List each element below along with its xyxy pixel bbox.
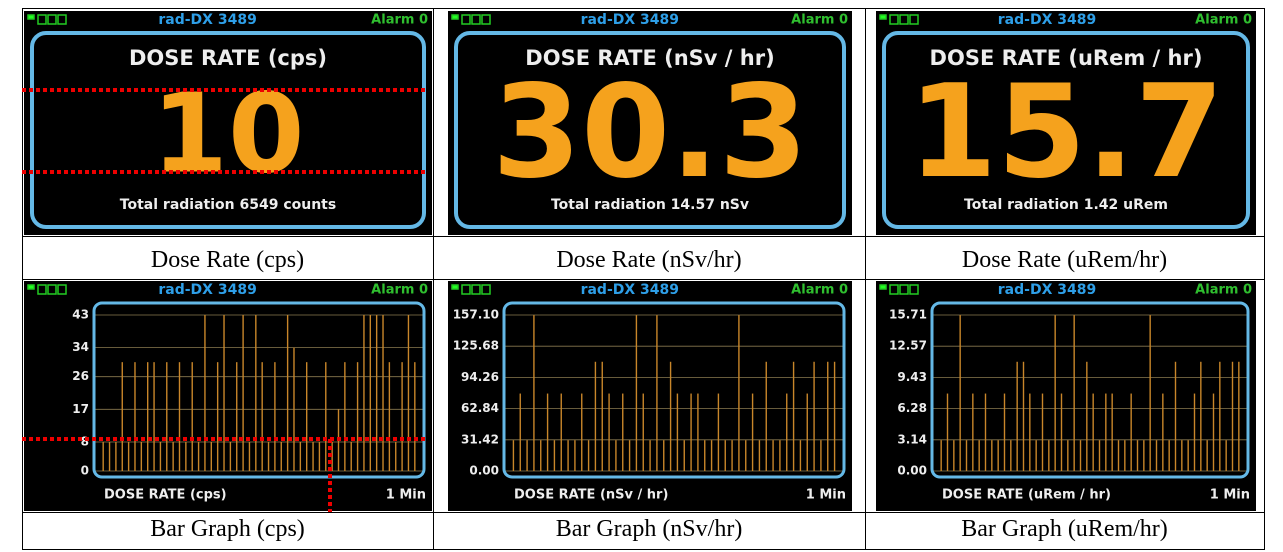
total-radiation: Total radiation 1.42 uRem (964, 197, 1168, 213)
device-name: rad-DX 3489 (581, 282, 679, 298)
y-tick-label: 3.14 (897, 432, 927, 446)
alarm-status: Alarm 0 (371, 283, 428, 298)
device-name: rad-DX 3489 (998, 12, 1096, 28)
device-name: rad-DX 3489 (158, 12, 256, 28)
status-icon (58, 15, 66, 24)
status-icon (910, 15, 918, 24)
status-icon (472, 15, 480, 24)
alarm-status: Alarm 0 (371, 13, 428, 28)
y-tick-label: 0.00 (897, 464, 927, 478)
device-screen: rad-DX 3489 Alarm 0 DOSE RATE (cps)10Total… (24, 11, 432, 235)
status-icon (482, 285, 490, 294)
time-window: 1 Min (386, 488, 426, 503)
graph-label: DOSE RATE (nSv / hr) (514, 488, 668, 503)
device-name: rad-DX 3489 (998, 282, 1096, 298)
y-tick-label: 34 (72, 340, 89, 354)
y-tick-label: 17 (72, 402, 89, 416)
dose-value: 10 (151, 69, 304, 197)
status-icon (38, 15, 46, 24)
status-icon (880, 15, 886, 19)
device-screen: rad-DX 3489 Alarm 0 0.00 31.42 62.84 94.26 125… (448, 281, 852, 511)
status-icon (462, 15, 470, 24)
status-icon (890, 15, 898, 24)
y-tick-label: 62.84 (461, 401, 499, 415)
caption: Dose Rate (uRem/hr) (865, 247, 1264, 274)
dose-value: 30.3 (492, 58, 808, 207)
device-name: rad-DX 3489 (581, 12, 679, 28)
alarm-status: Alarm 0 (791, 283, 848, 298)
status-icon (900, 15, 908, 24)
alarm-status: Alarm 0 (1195, 283, 1252, 298)
total-radiation: Total radiation 14.57 nSv (551, 197, 749, 213)
y-tick-label: 26 (72, 369, 89, 383)
status-icon (880, 285, 886, 289)
caption: Dose Rate (nSv/hr) (433, 247, 865, 274)
y-tick-label: 0 (81, 464, 89, 478)
status-icon (28, 285, 34, 289)
y-tick-label: 125.68 (453, 339, 499, 353)
y-tick-label: 0.00 (469, 464, 499, 478)
alarm-status: Alarm 0 (791, 13, 848, 28)
caption: Bar Graph (cps) (22, 516, 433, 543)
caption: Dose Rate (cps) (22, 247, 433, 274)
y-tick-label: 8 (81, 434, 89, 448)
page: rad-DX 3489Alarm 0DOSE RATE (cps)10Total… (0, 0, 1283, 552)
status-icon (900, 285, 908, 294)
status-icon (48, 285, 56, 294)
y-tick-label: 94.26 (461, 370, 499, 384)
y-tick-label: 31.42 (461, 432, 499, 446)
device-screen: rad-DX 3489 Alarm 0 0.00 3.14 6.28 9.43 12.57 1… (876, 281, 1256, 511)
plot-frame (94, 303, 424, 477)
status-icon (58, 285, 66, 294)
status-icon (472, 285, 480, 294)
caption: Bar Graph (uRem/hr) (865, 516, 1264, 543)
y-tick-label: 12.57 (889, 339, 927, 353)
alarm-status: Alarm 0 (1195, 13, 1252, 28)
time-window: 1 Min (806, 488, 846, 503)
status-icon (452, 285, 458, 289)
dose-title: DOSE RATE (cps) (129, 46, 327, 70)
status-icon (48, 15, 56, 24)
y-tick-label: 9.43 (897, 370, 927, 384)
caption: Bar Graph (nSv/hr) (433, 516, 865, 543)
status-icon (890, 285, 898, 294)
device-screen: rad-DX 3489 Alarm 0 0 8 17 26 34 43 DOSE RATE (c… (24, 281, 432, 511)
total-radiation: Total radiation 6549 counts (120, 197, 336, 213)
graph-label: DOSE RATE (uRem / hr) (942, 488, 1111, 503)
time-window: 1 Min (1210, 488, 1250, 503)
status-icon (462, 285, 470, 294)
status-icon (452, 15, 458, 19)
dose-value: 15.7 (908, 58, 1224, 207)
status-icon (482, 15, 490, 24)
status-icon (28, 15, 34, 19)
device-name: rad-DX 3489 (158, 282, 256, 298)
status-icon (910, 285, 918, 294)
graph-label: DOSE RATE (cps) (104, 488, 227, 503)
y-tick-label: 15.71 (889, 308, 927, 322)
y-tick-label: 6.28 (897, 401, 927, 415)
status-icon (38, 285, 46, 294)
y-tick-label: 157.10 (453, 308, 499, 322)
y-tick-label: 43 (72, 308, 89, 322)
